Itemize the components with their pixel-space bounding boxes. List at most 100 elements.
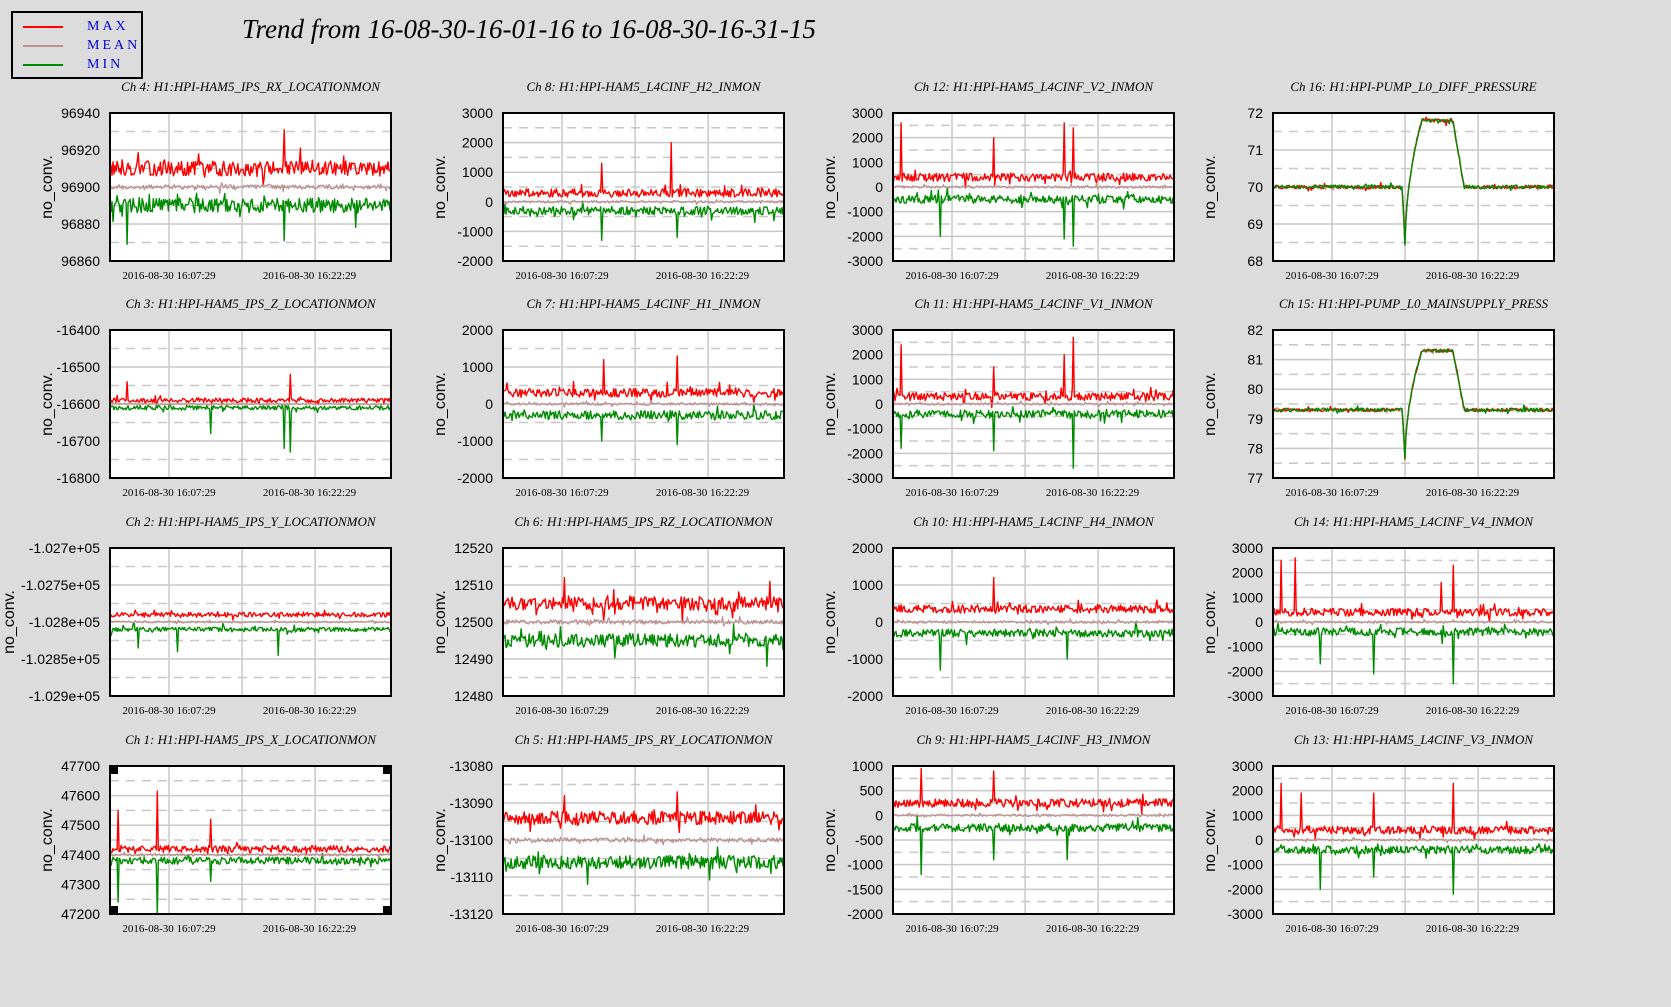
selection-handle[interactable] xyxy=(383,765,392,774)
y-tick-label: -500 xyxy=(855,832,883,848)
y-tick-label: -1.0285e+05 xyxy=(21,651,100,667)
x-tick-label: 2016-08-30 16:22:29 xyxy=(656,270,750,282)
page-title: Trend from 16-08-30-16-01-16 to 16-08-30… xyxy=(242,14,816,44)
legend-swatch-max xyxy=(23,26,63,28)
series-max xyxy=(1272,782,1555,841)
y-tick-label: 47200 xyxy=(61,906,100,922)
y-axis-label: no_conv. xyxy=(39,808,56,872)
y-tick-label: -16400 xyxy=(56,322,100,338)
series-min xyxy=(892,406,1175,469)
x-tick-label: 2016-08-30 16:07:29 xyxy=(515,705,609,717)
y-tick-label: 96860 xyxy=(61,253,100,269)
y-tick-label: 0 xyxy=(875,807,883,823)
chart-title: Ch 2: H1:HPI-HAM5_IPS_Y_LOCATIONMON xyxy=(125,514,376,529)
series-max xyxy=(109,129,392,186)
y-axis-label: no_conv. xyxy=(822,155,839,219)
chart-panel-ch12: Ch 12: H1:HPI-HAM5_L4CINF_V2_INMON 3000 20… xyxy=(822,79,1175,282)
selection-handle[interactable] xyxy=(383,906,392,915)
y-tick-label: 69 xyxy=(1247,216,1263,232)
series-min xyxy=(109,192,392,245)
y-tick-label: 77 xyxy=(1247,470,1263,486)
y-tick-label: -1.027e+05 xyxy=(29,540,100,556)
y-axis-label: no_conv. xyxy=(1202,372,1219,436)
y-tick-label: -2000 xyxy=(847,228,883,244)
chart-title: Ch 12: H1:HPI-HAM5_L4CINF_V2_INMON xyxy=(914,79,1154,94)
y-tick-label: 0 xyxy=(875,179,883,195)
chart-title: Ch 3: H1:HPI-HAM5_IPS_Z_LOCATIONMON xyxy=(125,296,376,311)
x-tick-label: 2016-08-30 16:22:29 xyxy=(1046,487,1140,499)
plot-area xyxy=(110,766,391,914)
y-tick-label: 12500 xyxy=(454,614,493,630)
y-tick-label: -3000 xyxy=(1227,688,1263,704)
x-tick-label: 2016-08-30 16:22:29 xyxy=(656,705,750,717)
series-min xyxy=(109,852,392,915)
x-tick-label: 2016-08-30 16:07:29 xyxy=(122,270,216,282)
chart-panel-ch14: Ch 14: H1:HPI-HAM5_L4CINF_V4_INMON 3000 20… xyxy=(1202,514,1555,717)
chart-panel-ch8: Ch 8: H1:HPI-HAM5_L4CINF_H2_INMON 3000 200… xyxy=(432,79,785,282)
plot-frame xyxy=(109,329,392,479)
y-tick-label: 79 xyxy=(1247,411,1263,427)
series-max xyxy=(502,791,785,833)
y-tick-label: -1000 xyxy=(457,223,493,239)
series-min xyxy=(109,403,392,453)
series-max xyxy=(502,141,785,198)
y-tick-label: -1000 xyxy=(847,204,883,220)
series-min xyxy=(1272,622,1555,685)
selection-handle[interactable] xyxy=(109,765,118,774)
y-axis-label: no_conv. xyxy=(432,372,449,436)
y-axis-label: no_conv. xyxy=(822,372,839,436)
plot-frame xyxy=(109,112,392,262)
chart-title: Ch 10: H1:HPI-HAM5_L4CINF_H4_INMON xyxy=(913,514,1155,529)
plot-frame xyxy=(1272,547,1555,697)
y-tick-label: -2000 xyxy=(1227,881,1263,897)
series-mean xyxy=(892,812,1175,818)
y-tick-label: 47300 xyxy=(61,876,100,892)
chart-title: Ch 16: H1:HPI-PUMP_L0_DIFF_PRESSURE xyxy=(1290,79,1536,94)
series-mean xyxy=(502,199,785,206)
x-tick-label: 2016-08-30 16:22:29 xyxy=(1426,705,1520,717)
chart-title: Ch 13: H1:HPI-HAM5_L4CINF_V3_INMON xyxy=(1294,732,1534,747)
series-min xyxy=(892,815,1175,876)
x-tick-label: 2016-08-30 16:22:29 xyxy=(263,270,357,282)
y-tick-label: 0 xyxy=(1255,614,1263,630)
y-tick-label: -13110 xyxy=(450,869,493,885)
x-tick-label: 2016-08-30 16:22:29 xyxy=(263,487,357,499)
series-mean xyxy=(503,400,785,408)
x-tick-label: 2016-08-30 16:22:29 xyxy=(263,923,357,935)
chart-panel-ch1: Ch 1: H1:HPI-HAM5_IPS_X_LOCATIONMON 47700… xyxy=(39,732,392,935)
chart-panel-ch2: Ch 2: H1:HPI-HAM5_IPS_Y_LOCATIONMON -1.02… xyxy=(1,514,392,717)
legend-item-mean: MEAN xyxy=(21,38,141,56)
series-min xyxy=(502,623,785,668)
y-tick-label: -1000 xyxy=(1227,857,1263,873)
y-axis-label: no_conv. xyxy=(39,372,56,436)
series-mean xyxy=(109,851,392,859)
y-tick-label: 2000 xyxy=(852,347,883,363)
chart-title: Ch 7: H1:HPI-HAM5_L4CINF_H1_INMON xyxy=(527,296,762,311)
chart-panel-ch6: Ch 6: H1:HPI-HAM5_IPS_RZ_LOCATIONMON 1252… xyxy=(432,514,785,717)
selection-handle[interactable] xyxy=(109,906,118,915)
y-tick-label: 0 xyxy=(875,614,883,630)
legend-swatch-min xyxy=(23,64,63,66)
x-tick-label: 2016-08-30 16:22:29 xyxy=(1046,270,1140,282)
y-tick-label: 1000 xyxy=(1232,589,1263,605)
series-mean xyxy=(893,183,1175,190)
series-min xyxy=(892,621,1175,671)
x-tick-label: 2016-08-30 16:07:29 xyxy=(515,270,609,282)
series-max xyxy=(892,576,1175,615)
y-axis-label: no_conv. xyxy=(432,590,449,654)
y-tick-label: -16800 xyxy=(56,470,100,486)
y-axis-label: no_conv. xyxy=(822,590,839,654)
y-tick-label: -3000 xyxy=(1227,906,1263,922)
y-tick-label: -2000 xyxy=(457,253,493,269)
plot-frame xyxy=(1272,765,1555,915)
y-tick-label: 500 xyxy=(860,783,884,799)
y-tick-label: 3000 xyxy=(852,105,883,121)
legend-swatch-mean xyxy=(23,45,63,47)
series-mean xyxy=(109,619,392,625)
x-tick-label: 2016-08-30 16:07:29 xyxy=(515,487,609,499)
chart-title: Ch 8: H1:HPI-HAM5_L4CINF_H2_INMON xyxy=(527,79,762,94)
series-max xyxy=(1272,557,1555,623)
series-mean xyxy=(1272,618,1555,626)
y-axis-label: no_conv. xyxy=(432,808,449,872)
chart-title: Ch 5: H1:HPI-HAM5_IPS_RY_LOCATIONMON xyxy=(515,732,774,747)
